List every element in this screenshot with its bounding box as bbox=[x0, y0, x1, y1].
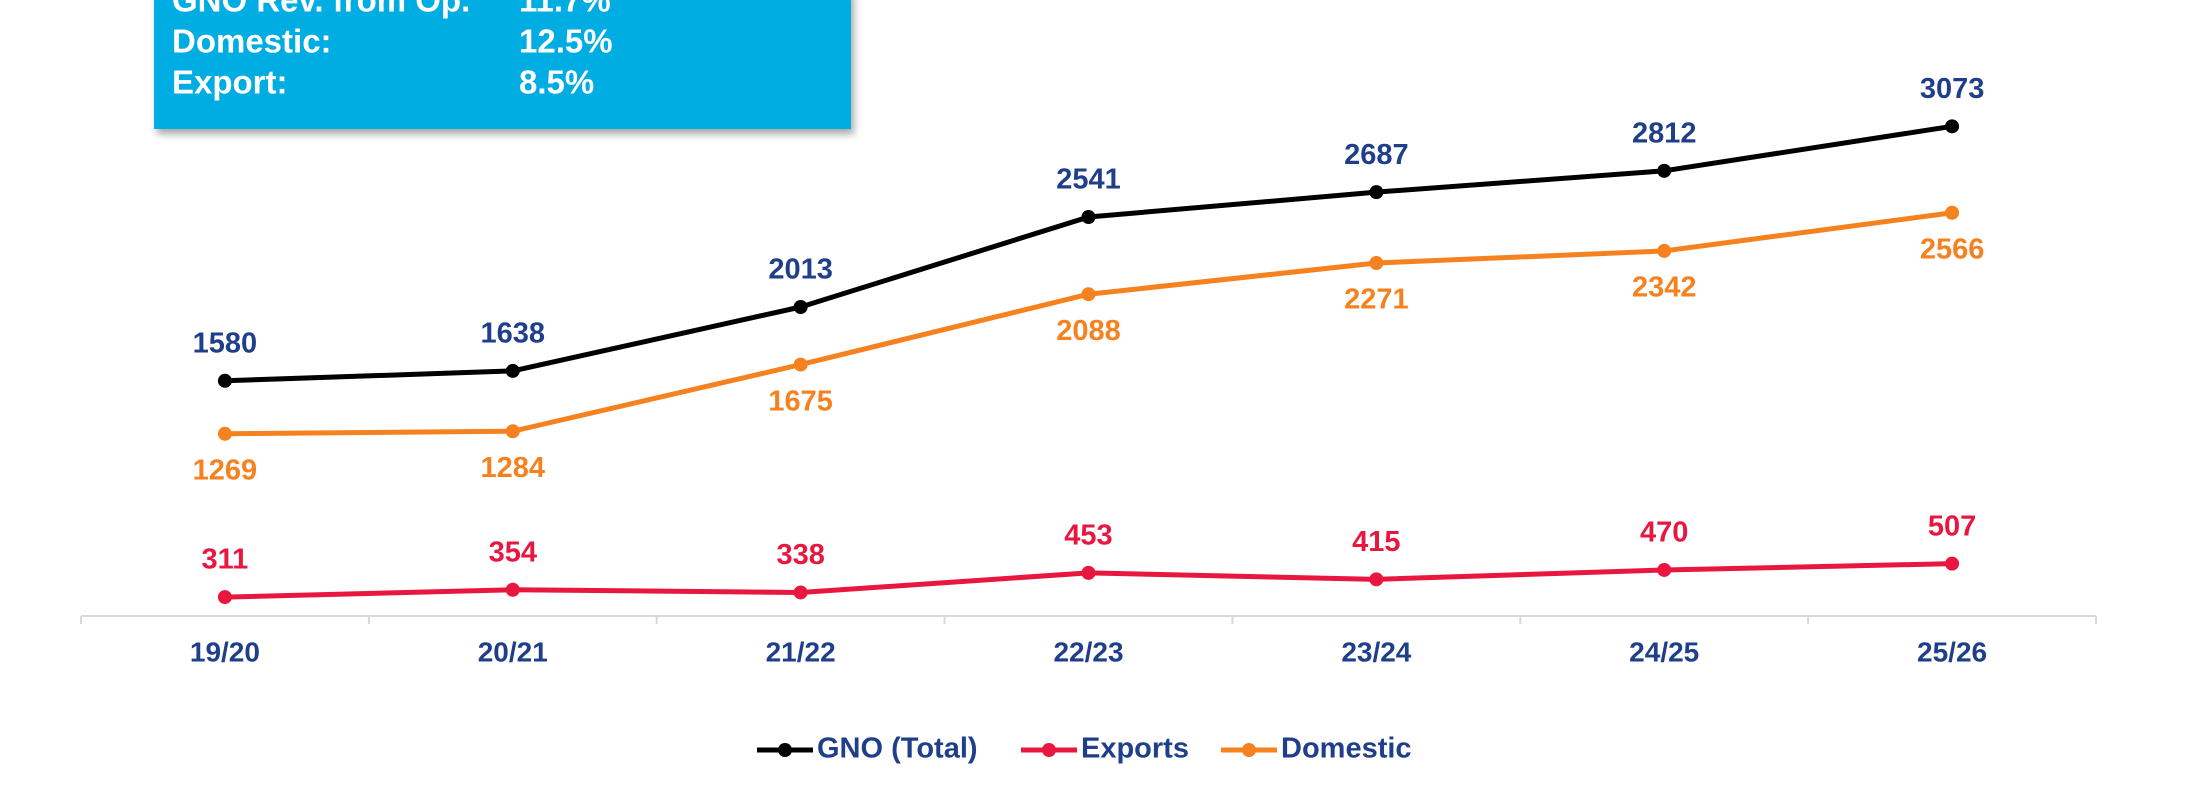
legend-marker bbox=[1042, 743, 1056, 757]
legend-label: Domestic bbox=[1281, 733, 1412, 765]
data-point bbox=[1081, 287, 1096, 302]
data-point bbox=[1945, 119, 1960, 134]
data-label: 2687 bbox=[1344, 139, 1409, 171]
data-point bbox=[793, 585, 808, 600]
annotation-value: 12.5% bbox=[519, 23, 613, 60]
data-point bbox=[1369, 256, 1384, 271]
x-tick-label: 20/21 bbox=[478, 636, 548, 667]
data-label: 507 bbox=[1928, 510, 1976, 542]
legend-label: Exports bbox=[1081, 733, 1189, 765]
data-label: 2812 bbox=[1632, 117, 1697, 149]
annotation-label: GNO Rev. from Op. bbox=[172, 0, 470, 19]
x-tick-label: 21/22 bbox=[766, 636, 836, 667]
data-point bbox=[505, 424, 520, 439]
annotation-value: 11.7% bbox=[519, 0, 611, 19]
data-label: 1638 bbox=[481, 318, 546, 350]
data-point bbox=[1945, 205, 1960, 220]
data-point bbox=[793, 300, 808, 315]
x-tick-label: 25/26 bbox=[1917, 636, 1987, 667]
data-label: 2342 bbox=[1632, 272, 1697, 304]
annotation-label: Domestic: bbox=[172, 23, 332, 60]
data-label: 338 bbox=[776, 539, 824, 571]
legend-label: GNO (Total) bbox=[817, 733, 978, 765]
data-label: 3073 bbox=[1920, 73, 1985, 105]
legend-marker bbox=[778, 743, 792, 757]
data-point bbox=[1081, 565, 1096, 580]
data-label: 2541 bbox=[1056, 164, 1121, 196]
data-point bbox=[1657, 163, 1672, 178]
data-point bbox=[1081, 210, 1096, 225]
legend-marker bbox=[1242, 743, 1256, 757]
data-point bbox=[217, 590, 232, 605]
data-label: 2013 bbox=[768, 254, 833, 286]
data-point bbox=[1657, 243, 1672, 258]
data-label: 1580 bbox=[193, 327, 258, 359]
data-label: 311 bbox=[202, 544, 249, 576]
data-label: 1284 bbox=[481, 452, 546, 484]
annotation-box bbox=[154, 0, 851, 129]
data-point bbox=[1945, 556, 1960, 571]
data-point bbox=[793, 357, 808, 372]
data-point bbox=[505, 363, 520, 378]
data-label: 1675 bbox=[768, 385, 833, 417]
annotation-label: Export: bbox=[172, 64, 288, 101]
data-label: 453 bbox=[1064, 520, 1112, 552]
x-tick-label: 23/24 bbox=[1341, 636, 1411, 667]
x-tick-label: 22/23 bbox=[1053, 636, 1123, 667]
data-point bbox=[505, 582, 520, 597]
data-point bbox=[1369, 572, 1384, 587]
data-label: 415 bbox=[1352, 526, 1400, 558]
data-label: 354 bbox=[489, 536, 537, 568]
data-label: 2271 bbox=[1344, 284, 1409, 316]
x-tick-label: 24/25 bbox=[1629, 636, 1699, 667]
data-label: 2566 bbox=[1920, 233, 1985, 265]
data-point bbox=[217, 426, 232, 441]
data-label: 470 bbox=[1640, 517, 1688, 549]
annotation-value: 8.5% bbox=[519, 64, 594, 101]
data-label: 2088 bbox=[1056, 315, 1121, 347]
data-point bbox=[217, 373, 232, 388]
data-point bbox=[1369, 185, 1384, 200]
data-label: 1269 bbox=[193, 454, 258, 486]
x-tick-label: 19/20 bbox=[190, 636, 260, 667]
data-point bbox=[1657, 562, 1672, 577]
